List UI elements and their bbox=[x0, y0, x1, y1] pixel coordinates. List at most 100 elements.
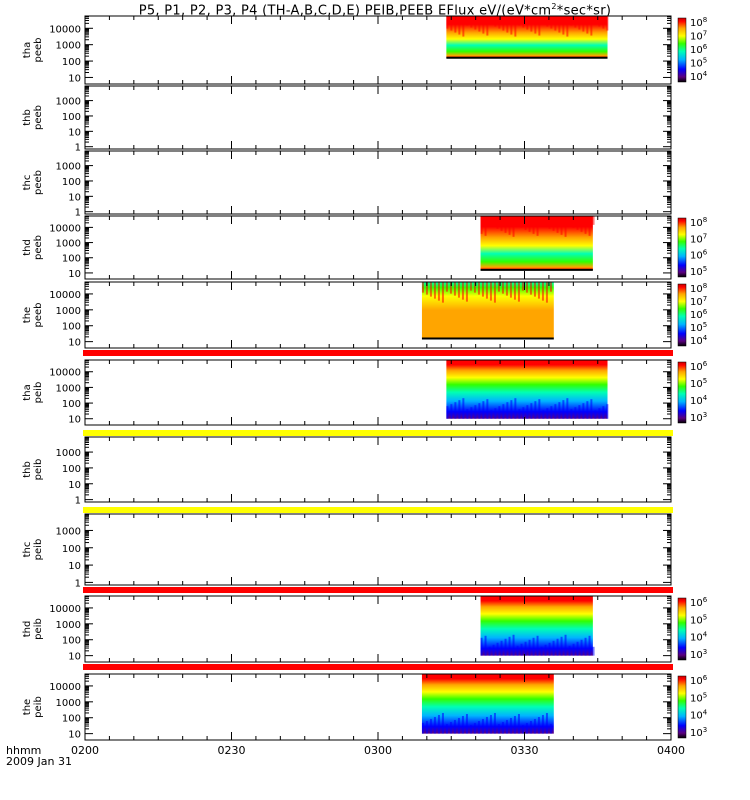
color-bar-base: 10 bbox=[690, 336, 703, 347]
y-axis-label: thapeib bbox=[22, 382, 44, 404]
spectrogram-streak bbox=[461, 715, 464, 734]
y-tick-label: 10 bbox=[68, 480, 81, 491]
y-tick-label: 10000 bbox=[49, 682, 81, 693]
spectrogram-streak bbox=[592, 216, 595, 225]
x-axis-date: 2009 Jan 31 bbox=[6, 755, 72, 768]
spectrogram-streak bbox=[550, 16, 553, 29]
color-bar-base: 10 bbox=[690, 396, 703, 407]
spectrogram-streak bbox=[532, 637, 535, 656]
spectrogram-streak bbox=[462, 16, 465, 37]
spectrogram-streak bbox=[554, 16, 557, 31]
y-tick-label: 100 bbox=[62, 399, 81, 410]
x-tick-label: 0400 bbox=[657, 744, 685, 757]
spectrogram-streak bbox=[602, 406, 605, 419]
spectrogram-streak bbox=[592, 646, 595, 656]
panel-frame bbox=[84, 436, 672, 503]
color-bar-exponent: 7 bbox=[703, 30, 707, 38]
spectrogram-streak bbox=[488, 216, 491, 225]
y-axis-label-line1: thd bbox=[22, 621, 33, 638]
spectrogram-streak bbox=[484, 216, 487, 236]
y-tick-label: 100 bbox=[62, 322, 81, 333]
spectrogram-streak bbox=[548, 216, 551, 229]
spectrogram-streak bbox=[441, 282, 444, 303]
x-axis-label: hhmm bbox=[6, 744, 41, 757]
spectrogram-streak bbox=[510, 16, 513, 35]
spectrogram-streak bbox=[522, 16, 525, 28]
spectrogram-streak bbox=[521, 724, 524, 734]
spectrogram-streak bbox=[598, 408, 601, 419]
spectrogram-streak bbox=[517, 713, 520, 734]
y-tick-label: 10 bbox=[68, 338, 81, 349]
color-bar-base: 10 bbox=[690, 45, 703, 56]
y-tick-label: 1000 bbox=[56, 620, 81, 631]
color-bar-label: 105 bbox=[690, 57, 707, 70]
spectrogram-streak bbox=[532, 216, 535, 234]
spectrogram-streak bbox=[529, 282, 532, 295]
spectrogram-streak bbox=[574, 16, 577, 28]
spectrogram-streak bbox=[533, 282, 536, 297]
color-bar-base: 10 bbox=[690, 728, 703, 739]
title-superscript: 2 bbox=[551, 2, 557, 11]
spectrogram-streak bbox=[469, 282, 472, 291]
y-axis-label: thbpeib bbox=[22, 459, 44, 481]
spectrogram-streak bbox=[526, 16, 529, 30]
color-bar-base: 10 bbox=[690, 59, 703, 70]
y-axis-label-line1: tha bbox=[22, 384, 33, 400]
spectrogram-streak bbox=[545, 282, 548, 303]
plot-title: P5, P1, P2, P3, P4 (TH-A,B,C,D,E) PEIB,P… bbox=[0, 2, 750, 18]
y-tick-label: 1000 bbox=[56, 239, 81, 250]
color-bar-label: 106 bbox=[690, 43, 708, 56]
y-axis-label: thdpeeb bbox=[22, 235, 44, 260]
spectrogram-streak bbox=[518, 409, 521, 419]
spectrogram-streak bbox=[497, 723, 500, 734]
spectrogram-streak bbox=[437, 282, 440, 301]
y-axis-label-line1: the bbox=[22, 307, 33, 323]
spectrogram-streak bbox=[481, 282, 484, 297]
spectrogram-streak bbox=[545, 712, 548, 734]
y-tick-label: 1000 bbox=[56, 41, 81, 52]
spectrogram-streak bbox=[546, 16, 549, 27]
spectrogram-streak bbox=[473, 722, 476, 734]
color-bar-base: 10 bbox=[690, 32, 703, 43]
spectrogram-streak bbox=[558, 402, 561, 419]
y-tick-label: 100 bbox=[62, 177, 81, 188]
spectrogram-streak bbox=[494, 408, 497, 419]
y-tick-label: 100 bbox=[62, 57, 81, 68]
spectrogram-streak bbox=[520, 643, 523, 656]
y-axis-label-line2: peib bbox=[33, 459, 44, 481]
quality-flag-bar bbox=[83, 587, 673, 593]
color-bar-base: 10 bbox=[690, 379, 703, 390]
spectrogram-streak bbox=[520, 216, 523, 228]
spectrogram-streak bbox=[504, 216, 507, 233]
spectrogram-streak bbox=[570, 16, 573, 26]
spectrogram-streak bbox=[514, 16, 517, 37]
color-bar-label: 108 bbox=[690, 16, 707, 29]
y-tick-label: 10 bbox=[68, 269, 81, 280]
spectrogram-streak bbox=[580, 639, 583, 656]
color-bar-label: 103 bbox=[690, 411, 707, 424]
y-axis-label: thepeib bbox=[22, 696, 44, 718]
y-tick-label: 10000 bbox=[49, 604, 81, 615]
spectrogram-streak bbox=[517, 282, 520, 302]
spectrogram-streak bbox=[562, 400, 565, 419]
spectrogram-streak bbox=[500, 216, 503, 231]
panel-thb-peib: 1 10 100 1000 thbpeib bbox=[22, 430, 673, 507]
spectrogram-streak bbox=[566, 16, 569, 37]
spectrogram-streak bbox=[546, 408, 549, 419]
spectrogram-streak bbox=[549, 282, 552, 292]
spectrogram-streak bbox=[474, 16, 477, 30]
spectrogram-streak bbox=[497, 282, 500, 292]
spectrogram-streak bbox=[450, 404, 453, 419]
spectrogram-streak bbox=[480, 216, 483, 234]
color-bar-exponent: 5 bbox=[703, 321, 707, 329]
spectrogram-streak bbox=[510, 400, 513, 419]
spectrogram-streak bbox=[582, 403, 585, 419]
y-axis-label-line2: peeb bbox=[33, 38, 44, 63]
y-tick-label: 100 bbox=[62, 714, 81, 725]
spectrogram-streak bbox=[513, 715, 516, 734]
spectrogram-streak bbox=[502, 404, 505, 419]
color-bar-exponent: 6 bbox=[703, 43, 708, 51]
spectrogram-streak bbox=[524, 216, 527, 230]
spectrogram-streak bbox=[534, 401, 537, 419]
